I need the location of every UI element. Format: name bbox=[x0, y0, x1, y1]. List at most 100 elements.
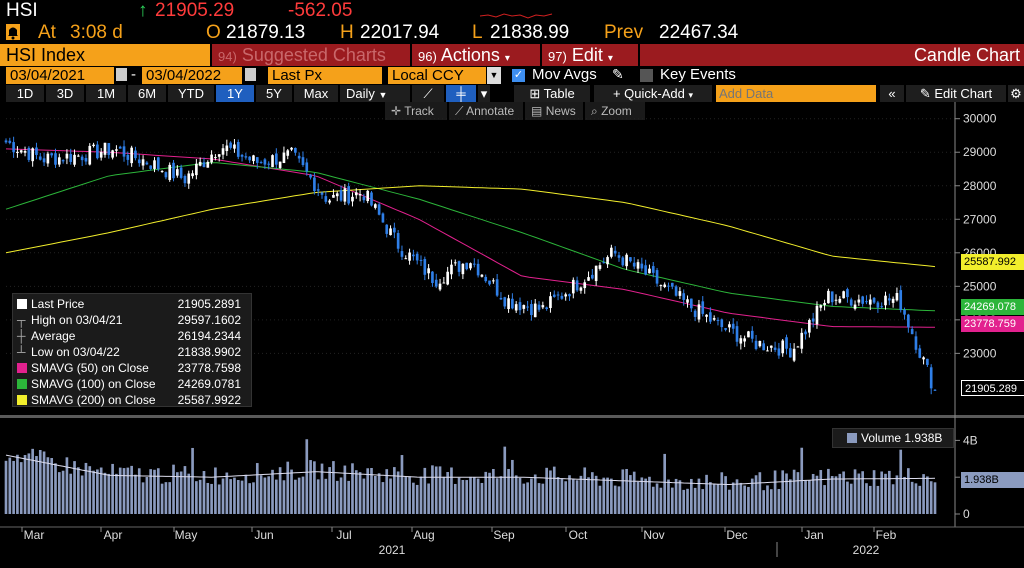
key-events-checkbox[interactable] bbox=[640, 69, 653, 82]
volume-bar bbox=[221, 478, 225, 514]
candle-body bbox=[301, 157, 305, 166]
zoom-tool[interactable]: ⌕ Zoom bbox=[585, 102, 645, 120]
candle-body bbox=[164, 172, 168, 178]
actions-menu[interactable]: 96) Actions ▾ bbox=[412, 44, 540, 66]
low-value: 21838.99 bbox=[490, 22, 570, 43]
volume-bar bbox=[415, 484, 419, 514]
settings-icon[interactable]: ⚙ bbox=[1008, 85, 1024, 102]
candle-body bbox=[667, 285, 670, 287]
volume-bar bbox=[556, 477, 560, 514]
volume-bar bbox=[541, 483, 545, 514]
line-chart-icon[interactable]: ⟋ bbox=[412, 85, 444, 102]
field-select[interactable]: Last Px bbox=[268, 67, 382, 84]
edit-chart-button[interactable]: ✎ Edit Chart bbox=[906, 85, 1006, 102]
volume-bar bbox=[632, 471, 636, 514]
volume-bar bbox=[31, 448, 34, 514]
volume-bar bbox=[35, 456, 38, 514]
dropdown-arrow-icon[interactable]: ▼ bbox=[487, 67, 501, 84]
x-year-label: 2022 bbox=[853, 543, 880, 557]
candle-body bbox=[533, 303, 537, 318]
sma100-line bbox=[5, 162, 936, 312]
volume-bar bbox=[107, 473, 111, 514]
x-month-label: Feb bbox=[876, 528, 897, 542]
end-date-field[interactable]: 03/04/2022 bbox=[142, 67, 242, 84]
quick-add-button[interactable]: + Quick-Add ▾ bbox=[594, 85, 712, 102]
mov-avgs-checkbox[interactable]: ✓ bbox=[512, 69, 525, 82]
volume-bar bbox=[533, 474, 537, 514]
volume-bar bbox=[115, 473, 118, 514]
caret-down-icon[interactable]: ▾ bbox=[478, 85, 490, 102]
collapse-icon[interactable]: « bbox=[880, 85, 904, 102]
annotate-tool[interactable]: ⟋ Annotate bbox=[449, 102, 523, 120]
volume-bar bbox=[320, 463, 324, 514]
volume-bar bbox=[282, 480, 286, 514]
candle-body bbox=[210, 154, 213, 163]
candle-body bbox=[705, 314, 708, 317]
actions-num: 96) bbox=[418, 49, 437, 64]
candle-body bbox=[827, 290, 830, 304]
candle-chart[interactable]: 2300024000250002600027000280002900030000… bbox=[0, 102, 1024, 568]
period-3d[interactable]: 3D bbox=[46, 85, 84, 102]
candle-body bbox=[145, 162, 149, 165]
start-date-field[interactable]: 03/04/2021 bbox=[6, 67, 114, 84]
volume-bar bbox=[195, 481, 198, 514]
volume-bar bbox=[853, 469, 857, 514]
volume-bar bbox=[255, 463, 259, 514]
volume-bar bbox=[903, 476, 906, 514]
candle-chart-icon[interactable]: ╪ bbox=[446, 85, 476, 102]
candle-body bbox=[179, 167, 183, 178]
period-1m[interactable]: 1M bbox=[86, 85, 126, 102]
volume-bar bbox=[244, 474, 248, 514]
period-5y[interactable]: 5Y bbox=[256, 85, 292, 102]
alert-bell-icon[interactable] bbox=[6, 24, 20, 40]
candle-body bbox=[629, 257, 632, 262]
volume-bar bbox=[172, 464, 175, 514]
candle-body bbox=[903, 309, 906, 315]
period-ytd[interactable]: YTD bbox=[168, 85, 214, 102]
candle-body bbox=[419, 259, 423, 261]
candle-body bbox=[861, 296, 864, 304]
add-data-input[interactable] bbox=[716, 85, 876, 102]
candle-body bbox=[549, 296, 552, 309]
low-marker-icon: ┴ bbox=[17, 345, 26, 359]
volume-bar bbox=[571, 479, 575, 514]
news-tool[interactable]: ▤ News bbox=[525, 102, 583, 120]
candle-body bbox=[408, 252, 411, 261]
table-button[interactable]: ⊞ Table bbox=[514, 85, 590, 102]
volume-bars bbox=[4, 439, 937, 514]
calendar-icon[interactable] bbox=[245, 68, 256, 81]
edit-menu[interactable]: 97) Edit ▾ bbox=[542, 44, 638, 66]
candle-body bbox=[815, 305, 819, 325]
volume-legend[interactable]: Volume 1.938B bbox=[832, 428, 954, 448]
chart-legend[interactable]: Last Price 21905.2891 ┬ High on 03/04/21 … bbox=[12, 293, 252, 407]
pencil-icon[interactable]: ✎ bbox=[612, 66, 624, 82]
candle-body bbox=[202, 162, 206, 168]
candle-body bbox=[731, 323, 735, 329]
period-1d[interactable]: 1D bbox=[6, 85, 44, 102]
volume-bar bbox=[271, 469, 274, 514]
volume-bar bbox=[198, 479, 202, 514]
frequency-select[interactable]: Daily ▼ bbox=[340, 85, 410, 102]
candle-body bbox=[499, 297, 503, 300]
candle-body bbox=[697, 304, 701, 320]
candle-body bbox=[712, 318, 716, 320]
candle-body bbox=[297, 155, 301, 159]
candle-body bbox=[747, 331, 750, 338]
period-max[interactable]: Max bbox=[294, 85, 338, 102]
volume-bar bbox=[697, 478, 701, 514]
calendar-icon[interactable] bbox=[116, 68, 127, 81]
volume-tick-label: 4B bbox=[963, 433, 978, 447]
security-field[interactable]: HSI Index bbox=[0, 44, 210, 66]
track-tool[interactable]: ✛ Track bbox=[385, 102, 447, 120]
volume-bar bbox=[134, 474, 137, 514]
candle-body bbox=[926, 358, 929, 365]
period-6m[interactable]: 6M bbox=[128, 85, 166, 102]
volume-bar bbox=[263, 477, 267, 514]
zoom-label: Zoom bbox=[601, 104, 632, 118]
currency-select[interactable]: Local CCY bbox=[388, 67, 486, 84]
period-1y[interactable]: 1Y bbox=[216, 85, 254, 102]
candle-body bbox=[792, 348, 796, 361]
suggested-charts-menu[interactable]: 94) Suggested Charts bbox=[212, 44, 410, 66]
candle-body bbox=[99, 152, 103, 158]
ticker[interactable]: HSI bbox=[6, 0, 38, 21]
